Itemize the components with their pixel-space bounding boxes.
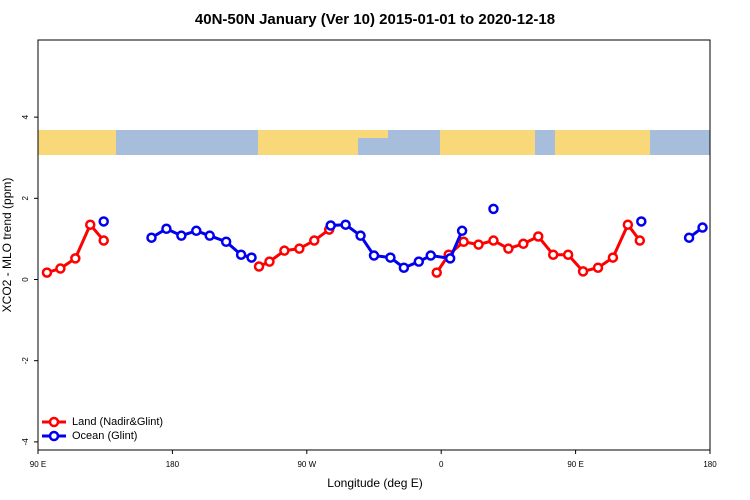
- point: [176, 230, 187, 241]
- point: [413, 256, 425, 267]
- point: [385, 252, 396, 263]
- point: [503, 243, 514, 254]
- point: [220, 236, 232, 248]
- point: [683, 232, 695, 243]
- map-strip: [38, 130, 710, 155]
- legend-label: Land (Nadir&Glint): [72, 416, 163, 428]
- chart-title: 40N-50N January (Ver 10) 2015-01-01 to 2…: [195, 11, 555, 28]
- point: [98, 216, 109, 227]
- point: [577, 266, 589, 277]
- point: [340, 219, 351, 230]
- point: [562, 249, 574, 260]
- x-tick-label: 90 W: [297, 460, 316, 469]
- point: [634, 235, 646, 246]
- y-tick-label: -2: [21, 357, 30, 365]
- point: [533, 231, 544, 242]
- point: [444, 253, 456, 264]
- x-tick-label: 0: [439, 460, 444, 469]
- point: [398, 262, 410, 273]
- point: [458, 236, 469, 248]
- x-tick-label: 180: [703, 460, 717, 469]
- point: [697, 222, 708, 233]
- point: [636, 216, 647, 227]
- legend-marker: [48, 416, 60, 428]
- x-tick-label: 180: [166, 460, 180, 469]
- point: [425, 250, 436, 261]
- point: [456, 225, 468, 237]
- legend-label: Ocean (Glint): [72, 430, 137, 442]
- point: [473, 239, 484, 250]
- point: [41, 267, 53, 278]
- point: [279, 245, 290, 256]
- point: [488, 235, 499, 246]
- point: [488, 203, 499, 215]
- point: [607, 252, 619, 263]
- point: [309, 235, 320, 246]
- point: [518, 238, 529, 250]
- point: [146, 232, 157, 243]
- y-tick-label: 0: [21, 277, 30, 282]
- point: [622, 219, 634, 230]
- point: [592, 262, 604, 273]
- x-tick-label: 90 E: [30, 460, 46, 469]
- point: [55, 263, 66, 274]
- y-tick-label: -4: [21, 438, 30, 446]
- point: [294, 243, 305, 254]
- x-axis-label: Longitude (deg E): [327, 476, 422, 490]
- x-tick-label: 90 E: [567, 460, 583, 469]
- point: [253, 261, 265, 272]
- point: [431, 267, 442, 278]
- point: [235, 249, 247, 260]
- point: [264, 256, 275, 267]
- point: [355, 230, 366, 241]
- point: [547, 249, 559, 260]
- y-tick-label: 2: [21, 196, 30, 201]
- point: [161, 223, 172, 235]
- y-tick-label: 4: [21, 114, 30, 119]
- point: [368, 250, 380, 261]
- point: [70, 253, 81, 264]
- legend-marker: [48, 430, 60, 442]
- series-line: [46, 221, 642, 275]
- point: [98, 235, 109, 246]
- series-line: [150, 223, 704, 270]
- point: [85, 219, 96, 230]
- point: [246, 252, 257, 263]
- point: [204, 230, 215, 241]
- point: [191, 225, 202, 237]
- point: [325, 220, 336, 231]
- plot-frame: [37, 39, 711, 451]
- y-axis-label: XCO2 - MLO trend (ppm): [0, 178, 14, 313]
